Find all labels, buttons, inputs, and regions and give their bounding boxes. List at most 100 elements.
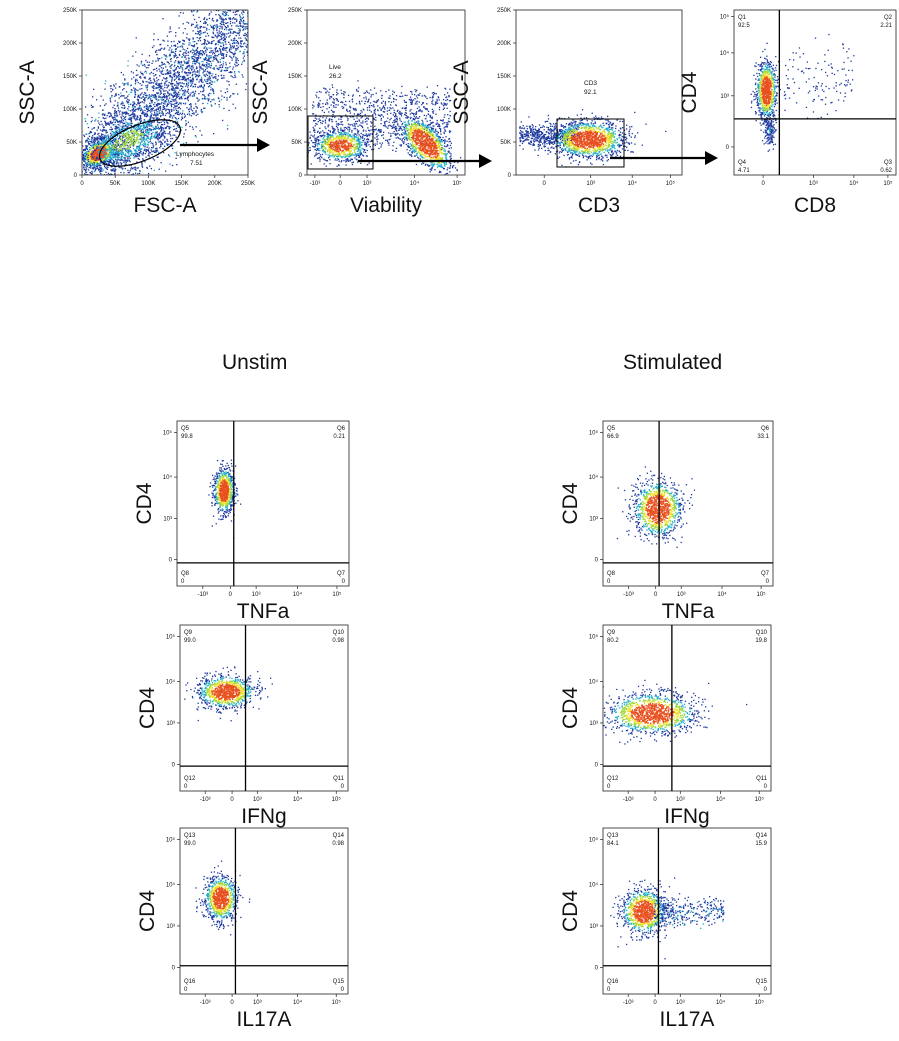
event-dot xyxy=(173,107,175,109)
event-dot xyxy=(128,123,130,125)
event-dot xyxy=(160,126,162,128)
event-dot xyxy=(202,86,204,88)
event-dot xyxy=(225,64,227,66)
event-dot xyxy=(137,74,139,76)
event-dot xyxy=(91,160,93,162)
event-dot xyxy=(99,148,101,150)
event-dot xyxy=(85,166,87,168)
event-dot xyxy=(133,116,136,118)
event-dot xyxy=(101,114,103,116)
event-dot xyxy=(124,116,126,119)
event-dot xyxy=(200,78,203,80)
event-dot xyxy=(75,153,76,154)
event-dot xyxy=(133,126,135,129)
event-dot xyxy=(104,140,107,142)
event-dot xyxy=(197,141,199,143)
event-dot xyxy=(98,146,101,148)
event-dot xyxy=(155,125,158,127)
event-dot xyxy=(89,130,91,133)
event-dot xyxy=(104,88,106,90)
event-dot xyxy=(259,1,260,2)
event-dot xyxy=(101,133,103,136)
event-dot xyxy=(203,69,205,72)
event-dot xyxy=(105,158,107,160)
event-dot xyxy=(250,0,251,1)
event-dot xyxy=(217,55,219,57)
event-dot xyxy=(152,142,154,144)
event-dot xyxy=(116,154,119,156)
event-dot xyxy=(95,155,98,157)
event-dot xyxy=(136,161,138,163)
event-dot xyxy=(192,37,194,39)
event-dot xyxy=(175,127,178,130)
event-dot xyxy=(112,89,114,91)
event-dot xyxy=(106,155,108,158)
event-dot xyxy=(132,72,134,74)
event-dot xyxy=(128,171,130,174)
event-dot xyxy=(283,39,284,40)
event-dot xyxy=(98,152,100,154)
event-dot xyxy=(103,140,105,142)
event-dot xyxy=(120,153,122,155)
event-dot xyxy=(207,102,209,105)
event-dot xyxy=(236,48,238,50)
event-dot xyxy=(116,204,117,205)
event-dot xyxy=(102,142,104,145)
event-dot xyxy=(211,105,213,107)
event-dot xyxy=(179,89,181,91)
event-dot xyxy=(191,78,194,80)
event-dot xyxy=(196,47,198,50)
event-dot xyxy=(201,111,203,114)
event-dot xyxy=(220,21,223,24)
event-dot xyxy=(120,149,122,151)
event-dot xyxy=(110,154,112,156)
event-dot xyxy=(98,179,99,180)
event-dot xyxy=(138,151,140,154)
event-dot xyxy=(151,153,153,156)
event-dot xyxy=(150,129,152,131)
event-dot xyxy=(85,133,87,135)
event-dot xyxy=(84,173,86,175)
event-dot xyxy=(138,109,140,111)
event-dot xyxy=(177,87,179,90)
event-dot xyxy=(197,40,199,42)
event-dot xyxy=(173,56,175,58)
event-dot xyxy=(229,51,231,53)
event-dot xyxy=(96,151,98,153)
event-dot xyxy=(158,49,160,51)
event-dot xyxy=(120,167,123,169)
event-dot xyxy=(168,55,171,57)
event-dot xyxy=(82,156,84,158)
event-dot xyxy=(90,145,93,147)
event-dot xyxy=(199,69,201,71)
event-dot xyxy=(122,102,124,104)
event-dot xyxy=(204,26,206,28)
event-dot xyxy=(107,155,109,157)
event-dot xyxy=(208,42,210,44)
event-dot xyxy=(141,128,143,130)
event-dot xyxy=(235,2,236,3)
event-dot xyxy=(216,32,218,34)
event-dot xyxy=(135,81,137,83)
event-dot xyxy=(193,93,195,95)
event-dot xyxy=(230,32,232,34)
event-dot xyxy=(134,124,136,126)
event-dot xyxy=(79,156,80,157)
event-dot xyxy=(250,26,251,27)
event-dot xyxy=(65,211,66,212)
event-dot xyxy=(234,51,236,53)
event-dot xyxy=(161,79,163,81)
event-dot xyxy=(158,122,161,124)
event-dot xyxy=(86,145,88,147)
event-dot xyxy=(101,142,103,144)
event-dot xyxy=(167,84,170,86)
event-dot xyxy=(176,105,178,108)
event-dot xyxy=(149,116,151,118)
event-dot xyxy=(95,137,97,140)
event-dot xyxy=(92,143,94,145)
event-dot xyxy=(142,110,144,112)
event-dot xyxy=(223,4,224,5)
event-dot xyxy=(125,134,127,136)
event-dot xyxy=(99,168,101,170)
event-dot xyxy=(179,93,181,96)
